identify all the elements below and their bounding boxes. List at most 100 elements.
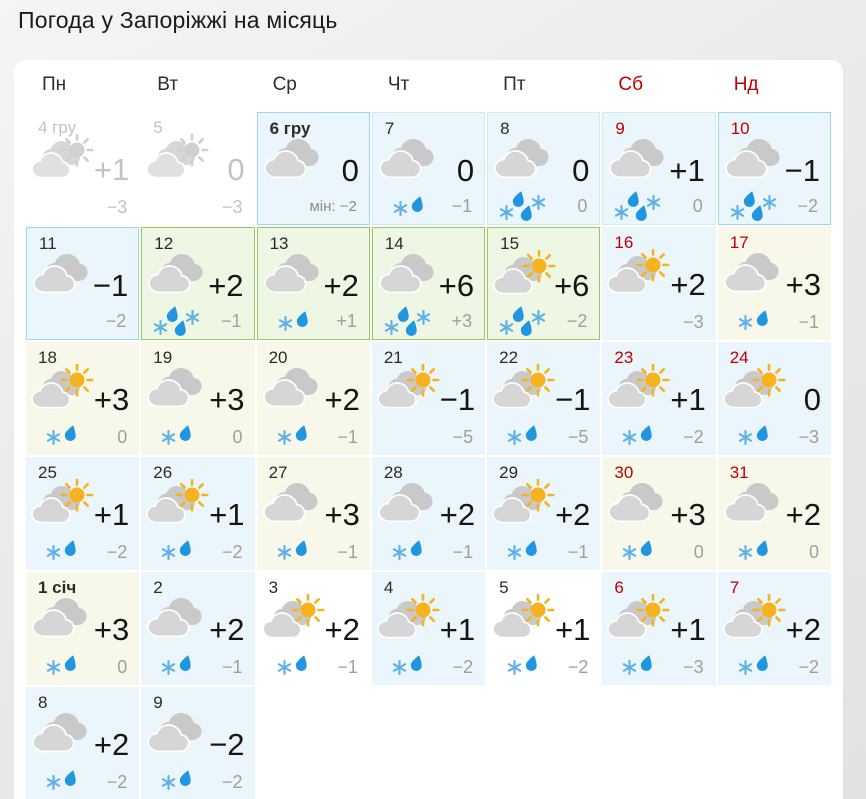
snowflake-icon: [161, 775, 176, 790]
weekday-header-Вт: Вт: [141, 60, 255, 110]
day-temperature: +1: [669, 153, 705, 188]
weekday-header-Ср: Ср: [256, 60, 370, 110]
calendar-cell-6[interactable]: 6 +1 −3: [602, 572, 716, 685]
day-temperature: +2: [208, 268, 244, 303]
calendar-cell-18[interactable]: 18 +3 0: [26, 342, 140, 455]
day-temperature: +2: [785, 497, 821, 532]
calendar-cell-5[interactable]: 5 +1 −2: [487, 572, 601, 685]
sun-cloud-icon: [607, 593, 673, 652]
calendar-cell-4-гру[interactable]: 4 гру +1 −3: [26, 112, 140, 225]
snowflake-icon: [762, 195, 777, 210]
precipitation-light: [381, 191, 443, 225]
calendar-cell-27[interactable]: 27 +3 −1: [256, 457, 370, 570]
snowflake-icon: [499, 320, 514, 335]
day-number: 27: [268, 463, 288, 482]
calendar-cell-3[interactable]: 3 +2 −1: [256, 572, 370, 685]
calendar-cell-9[interactable]: 9 +1 0: [602, 112, 716, 225]
calendar-cell-10[interactable]: 10 −1 −2: [717, 112, 831, 225]
night-temperature: 0: [117, 657, 128, 677]
day-number: 20: [268, 348, 288, 367]
night-temperature: −2: [106, 542, 128, 562]
clouds-icon: [608, 135, 674, 193]
calendar-cell-1-січ[interactable]: 1 січ +3 0: [26, 572, 140, 685]
night-temperature: +1: [336, 311, 357, 331]
calendar-cell-9[interactable]: 9 −2 −2: [141, 687, 255, 799]
raindrop-icon: [512, 306, 525, 322]
clouds-icon: [607, 479, 673, 537]
day-temperature: +3: [209, 382, 245, 417]
calendar-cell-31[interactable]: 31 +2 0: [717, 457, 831, 570]
weekday-header-Пн: Пн: [26, 60, 140, 110]
snowflake-icon: [531, 195, 546, 210]
day-number: 8: [38, 693, 48, 712]
sun-cloud-icon: [31, 478, 97, 537]
clouds-icon: [723, 479, 789, 537]
clouds-icon: [263, 250, 329, 308]
day-temperature: +2: [93, 727, 130, 762]
calendar-cell-19[interactable]: 19 +3 0: [141, 342, 255, 455]
night-temperature: −2: [566, 311, 588, 331]
calendar-cell-29[interactable]: 29 +2 −1: [487, 457, 601, 570]
precipitation-light: [34, 650, 96, 684]
snowflake-icon: [185, 310, 200, 325]
calendar-cell-8[interactable]: 8 +2 −2: [26, 687, 140, 799]
calendar-cell-13[interactable]: 13 +2 +1: [256, 227, 370, 340]
clouds-icon: [263, 135, 329, 193]
raindrop-icon: [411, 196, 424, 212]
calendar-cell-14[interactable]: 14 +6 +3: [371, 227, 486, 340]
calendar-cell-26[interactable]: 26 +1 −2: [141, 457, 255, 570]
calendar-cell-28[interactable]: 28 +2 −1: [371, 457, 486, 570]
clouds-icon: [146, 594, 212, 652]
day-temperature: +2: [439, 497, 476, 532]
raindrop-icon: [520, 205, 533, 221]
day-number: 19: [153, 348, 173, 367]
clouds-icon: [377, 479, 443, 537]
night-temperature: 0: [577, 196, 588, 216]
calendar-cell-22[interactable]: 22 −1 −5: [487, 342, 601, 455]
day-number: 26: [153, 463, 173, 482]
calendar-cell-16[interactable]: 16 +2 −3: [602, 227, 716, 340]
calendar-cell-6-гру[interactable]: 6 гру 0 мін: −2: [256, 112, 370, 225]
calendar-cell-23[interactable]: 23 +1 −2: [602, 342, 716, 455]
calendar-cell-empty: [487, 687, 601, 799]
night-temperature: −2: [797, 196, 818, 216]
precipitation-light: [149, 420, 211, 454]
calendar-cell-25[interactable]: 25 +1 −2: [26, 457, 140, 570]
calendar-cell-8[interactable]: 8 0 0: [487, 112, 601, 225]
snowflake-icon: [46, 430, 61, 445]
day-number: 3: [268, 578, 279, 597]
raindrop-icon: [756, 540, 769, 556]
night-temperature: −1: [337, 542, 358, 562]
day-temperature: +1: [93, 152, 130, 187]
raindrop-icon: [180, 770, 192, 786]
calendar-cell-11[interactable]: 11 −1 −2: [26, 227, 140, 340]
calendar-cell-2[interactable]: 2 +2 −1: [141, 572, 255, 685]
day-temperature: −1: [784, 153, 820, 188]
calendar-cell-15[interactable]: 15 +6 −2: [487, 227, 601, 340]
clouds-icon: [378, 135, 444, 193]
day-number: 2: [153, 578, 163, 597]
calendar-cell-20[interactable]: 20 +2 −1: [256, 342, 370, 455]
calendar-cell-7[interactable]: 7 +2 −2: [717, 572, 831, 685]
raindrop-icon: [743, 191, 756, 207]
calendar-cell-4[interactable]: 4 +1 −2: [371, 572, 486, 685]
clouds-icon: [723, 249, 789, 307]
calendar-cell-30[interactable]: 30 +3 0: [602, 457, 716, 570]
night-temperature: мін: −2: [309, 198, 357, 215]
raindrop-icon: [397, 306, 410, 322]
day-temperature: +2: [324, 612, 360, 647]
calendar-cell-21[interactable]: 21 −1 −5: [371, 342, 486, 455]
night-temperature: −2: [105, 311, 127, 331]
calendar-cell-12[interactable]: 12 +2 −1: [141, 227, 255, 340]
calendar-cell-17[interactable]: 17 +3 −1: [717, 227, 831, 340]
raindrop-icon: [751, 205, 764, 221]
calendar-cell-24[interactable]: 24 0 −3: [717, 342, 831, 455]
snowflake-icon: [153, 320, 168, 335]
calendar-cell-7[interactable]: 7 0 −1: [371, 112, 486, 225]
sun-cloud-icon: [607, 363, 673, 422]
calendar-cell-5[interactable]: 5 0 −3: [141, 112, 255, 225]
snowflake-icon: [622, 660, 637, 675]
sun-cloud-icon: [146, 478, 212, 537]
day-temperature: +2: [209, 612, 245, 647]
day-number: 16: [614, 233, 634, 252]
